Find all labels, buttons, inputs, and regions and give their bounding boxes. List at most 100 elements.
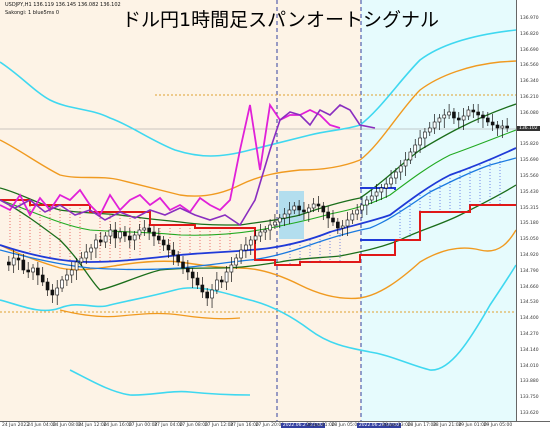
price-axis-label: 133.620 — [520, 411, 539, 416]
candle-bullish — [65, 274, 69, 281]
candle-bullish — [311, 203, 316, 209]
candle-bearish — [495, 124, 500, 129]
candle-bullish — [466, 109, 471, 117]
candle-bullish — [500, 125, 505, 129]
candle-bullish — [215, 279, 219, 291]
price-axis-label: 135.050 — [520, 237, 539, 243]
time-axis-label: 24 Jun 2022 — [2, 423, 30, 428]
candle-bullish — [69, 269, 74, 276]
price-chart[interactable] — [0, 0, 516, 421]
candle-bearish — [21, 259, 26, 271]
orange-band-upper — [0, 60, 516, 197]
candle-bullish — [282, 213, 287, 219]
price-axis-label: 136.210 — [520, 95, 539, 100]
blue-step-line — [360, 187, 396, 190]
candle-bullish — [273, 221, 277, 226]
candle-bullish — [84, 251, 89, 259]
time-axis-label: 28 Jun 01:00 — [306, 423, 335, 428]
candle-bearish — [26, 269, 30, 273]
candle-bullish — [437, 117, 442, 123]
orange-band-lower — [0, 229, 516, 300]
candle-bullish — [423, 131, 427, 139]
price-axis-label: 135.430 — [520, 189, 539, 195]
time-axis-label: 28 Jun 21:00 — [432, 423, 462, 428]
candle-bullish — [268, 224, 272, 231]
candle-bullish — [263, 229, 268, 233]
candle-bearish — [166, 244, 171, 251]
price-axis-label: 134.140 — [520, 347, 539, 353]
candle-bearish — [471, 109, 476, 113]
candle-bearish — [326, 211, 330, 219]
chart-plot-area[interactable]: USDJPY,H1 136.119 136.145 136.082 136.10… — [0, 0, 516, 421]
candle-bearish — [7, 261, 11, 266]
cloud-hatch-blue — [289, 155, 501, 265]
candle-bearish — [505, 125, 509, 129]
candle-bearish — [297, 205, 301, 211]
price-axis-label: 136.340 — [520, 79, 539, 85]
candle-bullish — [224, 271, 229, 283]
candle-bullish — [142, 227, 147, 231]
candle-bearish — [336, 221, 340, 229]
time-axis-label-highlighted: 2022.06.27 21:00 — [280, 423, 326, 428]
price-axis-label: 135.315 — [520, 205, 539, 211]
candle-bearish — [186, 267, 190, 273]
time-axis-label: 28 Jun 05:00 — [331, 423, 361, 428]
candle-bearish — [123, 231, 127, 237]
candle-bearish — [190, 271, 195, 279]
candle-bullish — [287, 209, 292, 215]
price-axis-label: 134.400 — [520, 316, 539, 322]
price-axis-label: 135.690 — [520, 158, 539, 164]
candle-bullish — [118, 231, 122, 239]
candle-bullish — [74, 261, 79, 271]
candle-bearish — [45, 281, 50, 291]
time-axis-label: 27 Jun 16:00 — [230, 423, 259, 428]
price-axis[interactable] — [516, 0, 550, 421]
candle-bearish — [316, 203, 321, 207]
candle-bullish — [292, 205, 297, 211]
time-axis-label: 29 Jun 01:00 — [458, 423, 487, 428]
candle-bearish — [113, 229, 118, 239]
candle-bullish — [413, 144, 418, 153]
price-axis-label: 136.080 — [520, 110, 539, 116]
candle-bearish — [490, 121, 495, 126]
time-axis-label: 27 Jun 00:00 — [128, 423, 158, 428]
candle-bullish — [432, 121, 437, 129]
candle-bearish — [157, 235, 161, 241]
candle-bullish — [277, 217, 282, 223]
candle-bearish — [181, 261, 185, 269]
candle-bullish — [307, 207, 311, 213]
candle-bullish — [258, 231, 263, 237]
candle-bearish — [195, 277, 200, 286]
candle-bearish — [481, 114, 485, 119]
candle-bullish — [340, 225, 345, 229]
price-axis-label: 136.820 — [520, 31, 539, 37]
price-axis-label: 133.750 — [520, 395, 539, 401]
candle-bearish — [50, 289, 55, 296]
price-axis-label: 136.970 — [520, 16, 539, 21]
orange-band-lower-2 — [59, 309, 241, 320]
candle-bearish — [40, 274, 45, 283]
time-axis[interactable] — [0, 421, 550, 437]
candle-bullish — [253, 235, 258, 241]
candle-bullish — [248, 239, 253, 246]
candle-bullish — [132, 234, 137, 241]
price-axis-label: 134.010 — [520, 363, 539, 369]
candle-bullish — [379, 187, 384, 193]
light-green-line — [0, 129, 516, 236]
candle-bearish — [147, 227, 151, 233]
candle-bullish — [229, 264, 234, 273]
candle-bullish — [103, 235, 108, 243]
time-axis-label: 27 Jun 20:00 — [255, 423, 285, 428]
candle-bullish — [11, 257, 16, 266]
candle-bullish — [418, 137, 422, 146]
candle-bullish — [79, 257, 84, 263]
outer-band-lower-2 — [69, 369, 251, 396]
candle-bullish — [394, 171, 398, 179]
time-axis-label: 27 Jun 04:00 — [154, 423, 183, 428]
candle-bearish — [176, 254, 180, 263]
price-axis-label: 134.660 — [520, 284, 539, 290]
price-axis-label: 134.920 — [520, 253, 539, 258]
candle-bullish — [31, 267, 35, 273]
candle-bullish — [360, 204, 364, 211]
